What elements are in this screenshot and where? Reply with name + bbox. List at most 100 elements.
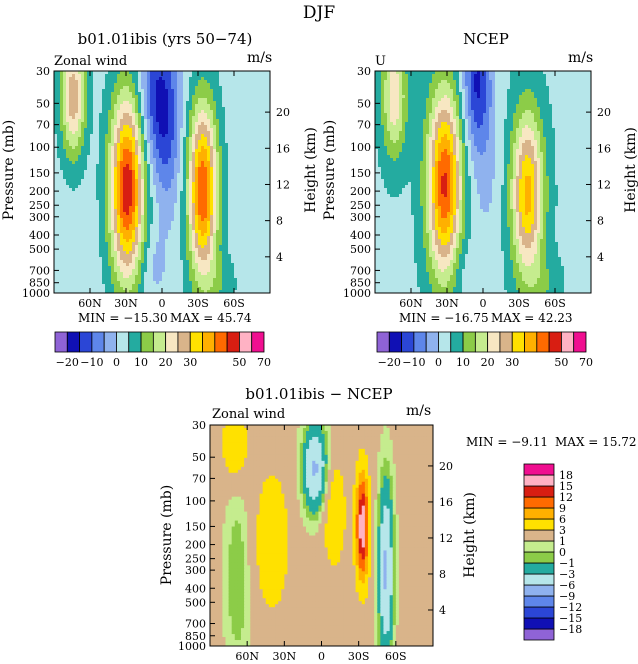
contour-cell bbox=[222, 206, 226, 210]
contour-cell bbox=[108, 149, 112, 153]
contour-cell bbox=[90, 269, 94, 273]
contour-cell bbox=[189, 191, 193, 195]
contour-cell bbox=[102, 266, 106, 270]
contour-cell bbox=[87, 185, 91, 189]
contour-cell bbox=[141, 260, 145, 264]
contour-cell bbox=[117, 74, 121, 78]
contour-cell bbox=[87, 194, 91, 198]
contour-cell bbox=[165, 269, 169, 273]
contour-cell bbox=[123, 209, 127, 213]
contour-cell bbox=[138, 221, 142, 225]
contour-cell bbox=[117, 248, 121, 252]
contour-cell bbox=[90, 161, 94, 165]
contour-cell bbox=[102, 182, 106, 186]
contour-cell bbox=[144, 140, 148, 144]
contour-cell bbox=[195, 134, 199, 138]
contour-cell bbox=[255, 89, 259, 93]
contour-cell bbox=[237, 209, 241, 213]
contour-cell bbox=[144, 188, 148, 192]
contour-cell bbox=[171, 119, 175, 123]
contour-cell bbox=[111, 122, 115, 126]
contour-cell bbox=[231, 182, 235, 186]
contour-cell bbox=[264, 83, 268, 87]
contour-cell bbox=[252, 149, 256, 153]
contour-cell bbox=[249, 113, 253, 117]
contour-cell bbox=[156, 125, 160, 129]
contour-cell bbox=[174, 71, 178, 75]
contour-cell bbox=[135, 131, 139, 135]
contour-cell bbox=[135, 254, 139, 258]
contour-cell bbox=[237, 125, 241, 129]
contour-cell bbox=[102, 200, 106, 204]
contour-cell bbox=[243, 254, 247, 258]
contour-cell bbox=[165, 191, 169, 195]
contour-cell bbox=[243, 200, 247, 204]
contour-cell bbox=[132, 158, 136, 162]
contour-cell bbox=[264, 188, 268, 192]
contour-cell bbox=[117, 137, 121, 141]
contour-cell bbox=[219, 86, 223, 90]
contour-cell bbox=[144, 185, 148, 189]
contour-cell bbox=[213, 203, 217, 207]
contour-cell bbox=[123, 146, 127, 150]
contour-cell bbox=[195, 239, 199, 243]
contour-cell bbox=[78, 206, 82, 210]
contour-cell bbox=[258, 146, 262, 150]
contour-cell bbox=[162, 185, 166, 189]
contour-cell bbox=[264, 134, 268, 138]
contour-cell bbox=[123, 143, 127, 147]
contour-cell bbox=[99, 260, 103, 264]
contour-cell bbox=[75, 83, 79, 87]
contour-cell bbox=[261, 80, 265, 84]
contour-cell bbox=[54, 227, 58, 231]
contour-cell bbox=[123, 260, 127, 264]
contour-cell bbox=[132, 275, 136, 279]
contour-cell bbox=[147, 149, 151, 153]
contour-cell bbox=[258, 128, 262, 132]
contour-cell bbox=[141, 134, 145, 138]
contour-cell bbox=[207, 164, 211, 168]
contour-cell bbox=[156, 134, 160, 138]
contour-cell bbox=[78, 272, 82, 276]
contour-cell bbox=[72, 191, 76, 195]
contour-cell bbox=[57, 218, 61, 222]
contour-cell bbox=[255, 140, 259, 144]
contour-cell bbox=[180, 245, 184, 249]
contour-cell bbox=[258, 209, 262, 213]
contour-cell bbox=[264, 257, 268, 261]
contour-cell bbox=[240, 191, 244, 195]
contour-cell bbox=[258, 179, 262, 183]
contour-cell bbox=[177, 92, 181, 96]
contour-cell bbox=[123, 197, 127, 201]
contour-cell bbox=[243, 230, 247, 234]
contour-cell bbox=[99, 278, 103, 282]
contour-cell bbox=[201, 239, 205, 243]
contour-cell bbox=[54, 272, 58, 276]
contour-cell bbox=[117, 185, 121, 189]
contour-cell bbox=[162, 83, 166, 87]
contour-cell bbox=[81, 122, 85, 126]
contour-cell bbox=[111, 104, 115, 108]
contour-cell bbox=[60, 77, 64, 81]
contour-cell bbox=[126, 119, 130, 123]
contour-cell bbox=[147, 152, 151, 156]
contour-cell bbox=[69, 167, 73, 171]
contour-cell bbox=[264, 218, 268, 222]
contour-cell bbox=[78, 236, 82, 240]
contour-cell bbox=[63, 74, 67, 78]
contour-cell bbox=[261, 104, 265, 108]
contour-cell bbox=[54, 245, 58, 249]
contour-cell bbox=[237, 206, 241, 210]
contour-cell bbox=[246, 164, 250, 168]
contour-cell bbox=[72, 185, 76, 189]
contour-cell bbox=[66, 185, 70, 189]
contour-cell bbox=[186, 233, 190, 237]
contour-cell bbox=[159, 89, 163, 93]
contour-cell bbox=[171, 200, 175, 204]
contour-cell bbox=[189, 179, 193, 183]
contour-cell bbox=[219, 194, 223, 198]
contour-cell bbox=[69, 188, 73, 192]
contour-cell bbox=[150, 104, 154, 108]
contour-cell bbox=[204, 233, 208, 237]
contour-cell bbox=[108, 89, 112, 93]
